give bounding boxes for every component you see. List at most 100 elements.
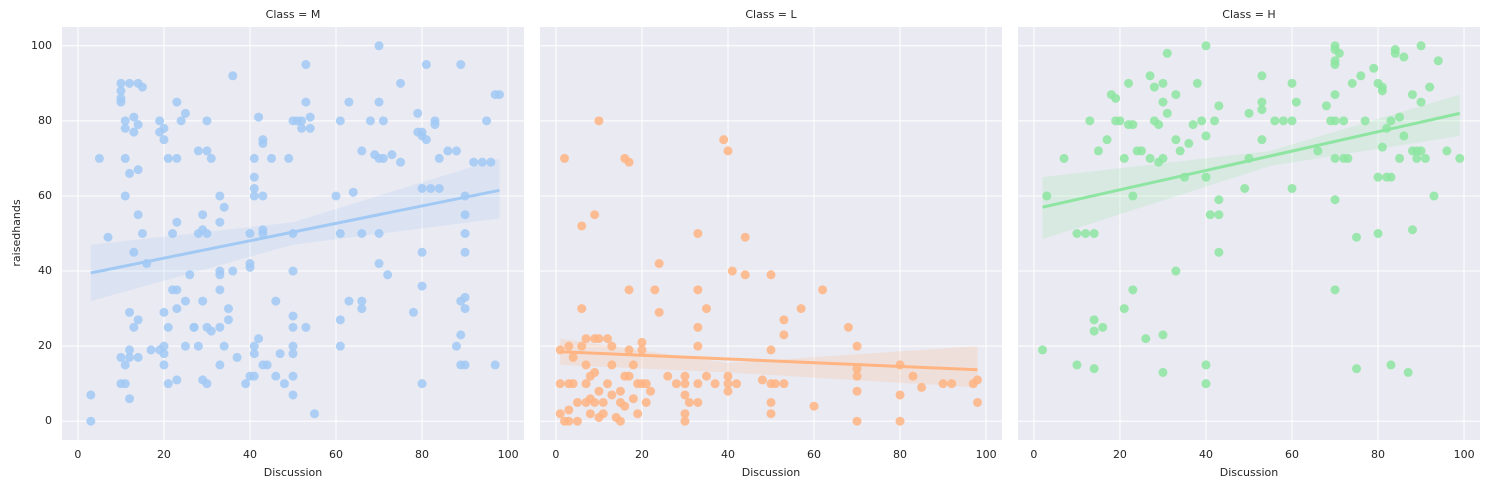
x-tick-label: 60 — [329, 448, 343, 461]
point — [1158, 367, 1168, 377]
point — [335, 116, 345, 126]
point — [560, 153, 570, 163]
point — [637, 345, 647, 355]
point — [852, 364, 862, 374]
point — [288, 390, 298, 400]
point — [1115, 116, 1125, 126]
point — [1373, 172, 1383, 182]
point — [1416, 146, 1426, 156]
point — [344, 296, 354, 306]
point — [796, 304, 806, 314]
point — [581, 334, 591, 344]
point — [732, 379, 742, 389]
y-tick-label: 60 — [38, 189, 52, 202]
point — [1429, 191, 1439, 201]
point — [1205, 210, 1215, 220]
point — [770, 379, 780, 389]
point — [1407, 225, 1417, 235]
point — [271, 371, 281, 381]
regression-line — [90, 188, 500, 275]
point — [172, 375, 182, 385]
point — [486, 157, 496, 167]
point — [1171, 90, 1181, 100]
point — [86, 416, 96, 426]
regression-line — [1042, 111, 1461, 209]
point — [1085, 116, 1095, 126]
point — [86, 390, 96, 400]
point — [671, 379, 681, 389]
point — [310, 409, 320, 419]
point — [137, 82, 147, 92]
point — [163, 153, 173, 163]
point — [1158, 153, 1168, 163]
point — [1330, 116, 1340, 126]
point — [598, 409, 608, 419]
point — [615, 416, 625, 426]
point — [1412, 153, 1422, 163]
point — [133, 210, 143, 220]
point — [740, 232, 750, 242]
point — [1347, 78, 1357, 88]
point — [249, 371, 259, 381]
point — [129, 127, 139, 137]
point — [408, 307, 418, 317]
x-tick-label: 0 — [74, 448, 81, 461]
point — [572, 416, 582, 426]
point — [129, 112, 139, 122]
point — [103, 232, 113, 242]
point — [189, 322, 199, 332]
point — [223, 304, 233, 314]
point — [1240, 183, 1250, 193]
point — [125, 168, 135, 178]
x-tick-label: 60 — [1285, 448, 1299, 461]
point — [693, 229, 703, 238]
point — [1201, 360, 1211, 370]
point — [852, 386, 862, 396]
point — [1399, 52, 1409, 62]
y-tick-label: 0 — [45, 414, 52, 427]
point — [284, 153, 294, 163]
point — [387, 150, 397, 160]
point — [301, 97, 311, 107]
point — [258, 360, 268, 370]
x-tick-label: 80 — [1371, 448, 1385, 461]
point — [378, 153, 388, 163]
point — [421, 135, 431, 145]
panel-title: Class = H — [1222, 8, 1275, 21]
point — [460, 210, 470, 220]
point — [1291, 97, 1301, 107]
point — [301, 322, 311, 332]
point — [279, 379, 289, 389]
point — [365, 116, 375, 126]
point — [163, 322, 173, 332]
point — [818, 285, 828, 295]
y-tick-label: 40 — [38, 264, 52, 277]
point — [693, 322, 703, 332]
point — [1244, 108, 1254, 118]
point — [650, 285, 660, 295]
point — [1214, 195, 1224, 205]
point — [585, 409, 595, 419]
point — [1072, 360, 1082, 370]
point — [413, 108, 423, 118]
point — [374, 229, 384, 238]
point — [624, 345, 634, 355]
point — [1141, 334, 1151, 344]
point — [223, 315, 233, 325]
point — [603, 379, 613, 389]
point — [417, 281, 427, 291]
point — [843, 322, 853, 332]
point — [120, 123, 130, 133]
point — [620, 401, 630, 411]
point — [383, 270, 393, 280]
point — [1399, 131, 1409, 141]
point — [1089, 229, 1099, 238]
point — [607, 341, 617, 351]
point — [202, 379, 212, 389]
x-tick-label: 60 — [807, 448, 821, 461]
point — [133, 165, 143, 175]
point — [133, 315, 143, 325]
point — [1214, 210, 1224, 220]
point — [193, 146, 203, 156]
point — [396, 78, 406, 88]
